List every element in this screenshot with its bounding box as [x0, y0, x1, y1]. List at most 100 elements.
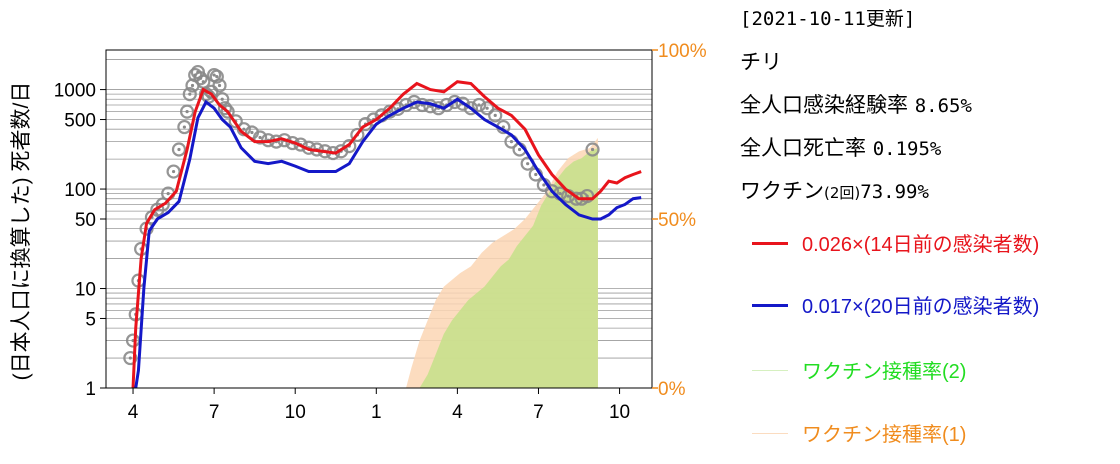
chart-axes: 1 5 10 50 100 500 1000 0% 50% 100% 4 7 10 1 4 7 10: [54, 41, 707, 423]
left-tick-label: 500: [64, 111, 96, 132]
death-point-ring: [342, 139, 357, 154]
death-point-center: [177, 147, 181, 152]
death-point-ring: [123, 350, 138, 366]
death-point: [585, 142, 600, 157]
left-tick-label: 50: [75, 210, 96, 231]
death-point-ring: [171, 142, 187, 157]
death-point-center: [182, 125, 186, 129]
x-tick-label: 4: [128, 402, 139, 423]
legend-swatch-green: [752, 370, 788, 371]
death-point: [488, 108, 503, 123]
death-point-center: [585, 194, 589, 198]
death-point-ring: [439, 97, 454, 113]
legend-swatch-blue: [752, 304, 788, 307]
legend-swatch-red: [752, 242, 788, 245]
death-point: [166, 164, 181, 179]
x-tick-label: 10: [609, 402, 630, 423]
legend-label-blue: 0.017×(20日前の感染者数): [802, 296, 1040, 318]
death-point: [179, 104, 195, 119]
right-tick-label: 50%: [658, 210, 696, 231]
death-point: [209, 69, 224, 84]
death-point-center: [258, 135, 262, 140]
death-point-center: [501, 125, 505, 129]
death-point-ring: [463, 101, 479, 116]
death-point: [212, 78, 227, 93]
death-point-center: [566, 194, 570, 198]
chart-svg: 1 5 10 50 100 500 1000 0% 50% 100% 4 7 10 1 4 7 10 (日本人口…: [10, 41, 707, 423]
legend-label-red: 0.026×(14日前の感染者数): [802, 234, 1040, 256]
x-tick-label: 7: [209, 402, 220, 423]
legend-swatch-orange: [752, 433, 788, 434]
death-point-ring: [488, 108, 503, 123]
death-point-center: [190, 83, 195, 88]
legend-label-green: ワクチン接種率(2): [802, 361, 967, 383]
death-point: [471, 97, 487, 113]
x-tick-label: 7: [533, 402, 544, 423]
vaccine-rate-value: 73.99%: [860, 181, 929, 203]
death-point-ring: [455, 96, 470, 111]
country-name: チリ: [740, 50, 782, 74]
death-point-ring: [350, 127, 365, 143]
death-point-ring: [217, 101, 233, 116]
left-tick-label: 1: [85, 379, 96, 400]
left-tick-label: 1000: [54, 81, 96, 102]
death-point-center: [188, 92, 192, 96]
death-point-center: [220, 97, 224, 101]
death-point: [580, 188, 595, 204]
death-point-ring: [155, 197, 170, 212]
death-point-ring: [252, 130, 268, 145]
death-point-center: [509, 139, 514, 144]
vaccine-areas: [406, 137, 598, 388]
blue-series-line: [134, 97, 642, 389]
right-tick-label: 0%: [658, 379, 686, 400]
death-point-center: [242, 127, 246, 131]
death-point-ring: [580, 188, 595, 204]
death-point-center: [217, 83, 222, 88]
death-point-center: [171, 169, 176, 174]
infection-rate-row: 全人口感染経験率 8.65%: [740, 89, 972, 119]
vaccine-dose-count: (2回): [824, 184, 861, 202]
right-tick-label: 100%: [658, 41, 707, 62]
updated-date: [2021-10-11更新]: [740, 8, 916, 30]
death-point-ring: [193, 71, 208, 86]
x-tick-label: 4: [452, 402, 463, 423]
infection-rate-label: 全人口感染経験率: [740, 93, 908, 117]
death-point-center: [185, 110, 189, 114]
death-point-center: [250, 130, 254, 135]
death-point: [480, 101, 495, 116]
death-point-center: [215, 75, 219, 79]
death-point-center: [542, 183, 546, 187]
death-point-center: [558, 192, 562, 196]
death-point-center: [493, 113, 497, 118]
left-tick-label: 5: [85, 309, 96, 330]
death-point-ring: [480, 101, 495, 116]
death-point-ring: [228, 114, 243, 129]
death-point: [177, 119, 192, 135]
death-point-center: [128, 356, 132, 360]
death-point-ring: [179, 104, 195, 119]
death-point-center: [212, 73, 216, 77]
death-point-ring: [544, 184, 560, 199]
death-rate-label: 全人口死亡率: [740, 136, 866, 160]
death-point-ring: [209, 69, 224, 84]
death-point-center: [201, 80, 205, 84]
x-tick-label: 1: [371, 402, 382, 423]
death-point-ring: [166, 164, 181, 179]
death-point-ring: [471, 97, 487, 113]
death-point: [123, 350, 138, 366]
left-tick-label: 100: [64, 180, 96, 201]
y-axis-label: (日本人口に換算した) 死者数/日: [10, 82, 33, 381]
death-rate-row: 全人口死亡率 0.195%: [740, 132, 941, 162]
death-point-ring: [293, 137, 308, 152]
death-point-ring: [585, 142, 600, 157]
infection-rate-value: 8.65%: [914, 95, 972, 117]
death-point-ring: [220, 104, 235, 119]
death-point-center: [517, 147, 522, 152]
death-rate-value: 0.195%: [872, 138, 942, 160]
death-point-center: [590, 147, 595, 152]
red-series-line: [131, 80, 642, 389]
vaccine-rate-label: ワクチン: [740, 179, 824, 203]
death-point: [252, 130, 268, 145]
death-point: [171, 142, 187, 157]
death-point-center: [166, 192, 170, 196]
